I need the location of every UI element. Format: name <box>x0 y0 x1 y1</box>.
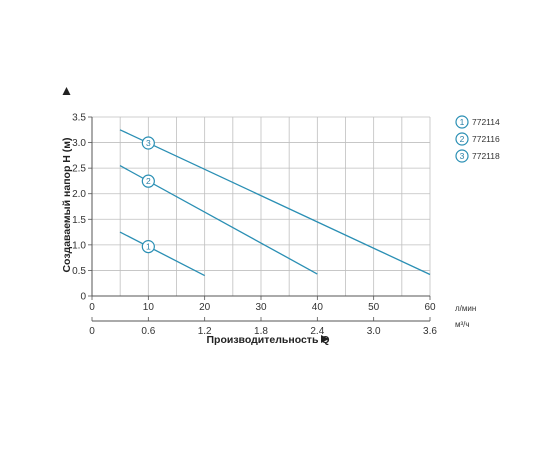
legend-entry-772114: 772114 <box>472 117 500 127</box>
legend-entry-772116: 772116 <box>472 134 500 144</box>
x2-tick-label: 3.0 <box>367 326 381 337</box>
y-tick-label: 2.5 <box>72 164 86 175</box>
x2-tick-label: 3.6 <box>423 326 437 337</box>
legend-badge-label: 3 <box>460 151 465 161</box>
x2-tick-label: 0.6 <box>141 326 155 337</box>
y-tick-label: 3.0 <box>72 138 86 149</box>
x-axis-title: Производительность Q <box>206 334 329 346</box>
x2-tick-label: 1.2 <box>198 326 212 337</box>
y-tick-label: 1.0 <box>72 240 86 251</box>
legend-badge <box>455 115 469 129</box>
series-line-772114 <box>119 231 205 277</box>
series-line-772118 <box>119 129 431 276</box>
legend-badge <box>455 132 469 146</box>
y-tick-label: 0 <box>80 292 86 303</box>
series-marker-label: 3 <box>146 138 151 148</box>
series-marker-772114 <box>141 240 155 254</box>
x-tick-label: 40 <box>312 302 324 313</box>
x-tick-label: 50 <box>368 302 380 313</box>
series-marker-label: 2 <box>146 176 151 186</box>
series-marker-772116 <box>141 174 155 188</box>
x2-tick-label: 0 <box>89 326 95 337</box>
series-marker-772118 <box>141 136 155 150</box>
y-tick-label: 3.5 <box>72 113 86 124</box>
x-tick-label: 10 <box>143 302 155 313</box>
axes <box>88 116 431 322</box>
series-marker-label: 1 <box>146 242 151 252</box>
y-axis-title: Создаваемый напор H (м) <box>61 137 73 272</box>
x-axis-unit-lpm: л/мин <box>455 304 476 313</box>
x-tick-label: 60 <box>424 302 436 313</box>
legend-badge-label: 1 <box>460 117 465 127</box>
legend: 1 772114 2 772116 3 772118 <box>455 115 500 163</box>
series-lines: 1 2 3 <box>119 129 431 277</box>
tick-labels: 0 0.5 1.0 1.5 2.0 2.5 3.0 3.5 0 10 20 30 40 50 60 0 0.6 1… <box>72 113 437 338</box>
x-axis-unit-m3h: м³/ч <box>455 320 470 329</box>
y-tick-label: 0.5 <box>72 266 86 277</box>
y-tick-label: 2.0 <box>72 189 86 200</box>
x2-tick-label: 2.4 <box>310 326 324 337</box>
x-tick-label: 20 <box>199 302 211 313</box>
y-tick-label: 1.5 <box>72 215 86 226</box>
x-tick-label: 30 <box>255 302 267 313</box>
x-axis-arrow-icon <box>321 335 329 343</box>
x2-tick-label: 1.8 <box>254 326 268 337</box>
legend-entry-772118: 772118 <box>472 151 500 161</box>
y-axis-arrow-icon <box>62 87 71 95</box>
legend-badge-label: 2 <box>460 134 465 144</box>
x-tick-label: 0 <box>89 302 95 313</box>
legend-badge <box>455 149 469 163</box>
